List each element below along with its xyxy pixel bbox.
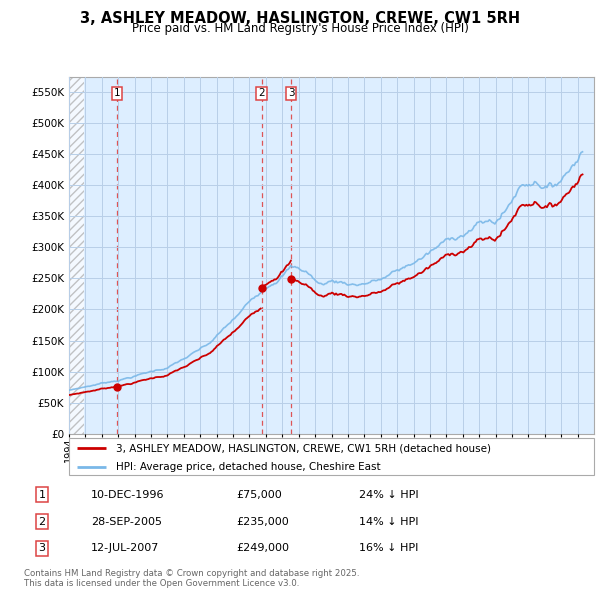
Text: 10-DEC-1996: 10-DEC-1996 (91, 490, 164, 500)
Bar (69, 77, 84, 434)
Text: Price paid vs. HM Land Registry's House Price Index (HPI): Price paid vs. HM Land Registry's House … (131, 22, 469, 35)
Text: 3: 3 (287, 88, 294, 99)
Text: 24% ↓ HPI: 24% ↓ HPI (359, 490, 418, 500)
Text: 2: 2 (258, 88, 265, 99)
Text: £75,000: £75,000 (236, 490, 282, 500)
Text: £249,000: £249,000 (236, 543, 289, 553)
Text: 14% ↓ HPI: 14% ↓ HPI (359, 517, 418, 526)
Text: 3, ASHLEY MEADOW, HASLINGTON, CREWE, CW1 5RH (detached house): 3, ASHLEY MEADOW, HASLINGTON, CREWE, CW1… (116, 443, 491, 453)
Text: £235,000: £235,000 (236, 517, 289, 526)
Text: 1: 1 (38, 490, 46, 500)
Text: 3: 3 (38, 543, 46, 553)
Text: 16% ↓ HPI: 16% ↓ HPI (359, 543, 418, 553)
Text: 3, ASHLEY MEADOW, HASLINGTON, CREWE, CW1 5RH: 3, ASHLEY MEADOW, HASLINGTON, CREWE, CW1… (80, 11, 520, 25)
Text: 2: 2 (38, 517, 46, 526)
Text: 12-JUL-2007: 12-JUL-2007 (91, 543, 160, 553)
Text: 28-SEP-2005: 28-SEP-2005 (91, 517, 162, 526)
Text: Contains HM Land Registry data © Crown copyright and database right 2025.
This d: Contains HM Land Registry data © Crown c… (24, 569, 359, 588)
FancyBboxPatch shape (69, 438, 594, 475)
Text: HPI: Average price, detached house, Cheshire East: HPI: Average price, detached house, Ches… (116, 462, 381, 472)
Text: 1: 1 (114, 88, 121, 99)
